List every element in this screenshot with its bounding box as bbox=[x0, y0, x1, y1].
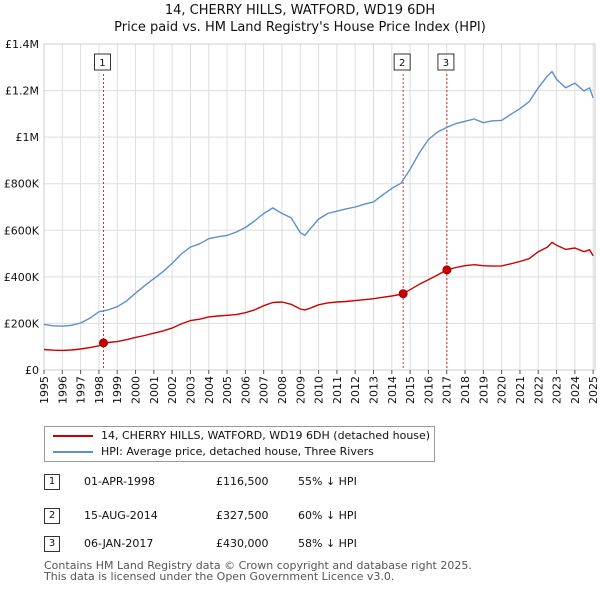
sale-marker-lines bbox=[102, 74, 448, 370]
series-line-property bbox=[43, 241, 594, 352]
x-tick-label: 1995 bbox=[38, 376, 51, 404]
grid bbox=[43, 43, 595, 371]
transaction-hpi: 55% ↓ HPI bbox=[298, 475, 357, 488]
x-tick-label: 2001 bbox=[148, 376, 161, 404]
table-row: 2 15-AUG-2014 £327,500 60% ↓ HPI bbox=[44, 508, 444, 526]
sale-marker-label-2: 2 bbox=[399, 58, 405, 69]
sale-marker-box-1 bbox=[93, 53, 111, 71]
chart-title: 14, CHERRY HILLS, WATFORD, WD19 6DH Pric… bbox=[0, 2, 600, 36]
footer-licence: This data is licensed under the Open Gov… bbox=[44, 570, 395, 583]
sale-point-2 bbox=[398, 289, 408, 299]
legend-swatch-property bbox=[53, 435, 93, 437]
sale-marker-box-3 bbox=[437, 53, 455, 71]
x-tick-label: 2008 bbox=[276, 376, 289, 404]
sale-marker-boxes: 1 2 3 bbox=[93, 53, 455, 71]
x-tick-label: 2011 bbox=[331, 376, 344, 404]
y-axis: £0 £200K £400K £600K £800K £1M £1.2M £1.4M bbox=[4, 38, 40, 377]
transaction-price: £327,500 bbox=[216, 509, 269, 522]
y-tick-label: £1.4M bbox=[5, 38, 39, 51]
transaction-number: 1 bbox=[44, 474, 60, 490]
transaction-date: 15-AUG-2014 bbox=[84, 509, 158, 522]
legend-label-hpi: HPI: Average price, detached house, Thre… bbox=[101, 445, 374, 458]
plot-frame bbox=[43, 43, 596, 371]
x-tick-label: 1998 bbox=[93, 376, 106, 404]
chart-title-line1: 14, CHERRY HILLS, WATFORD, WD19 6DH bbox=[164, 3, 436, 18]
y-tick-label: £1M bbox=[16, 131, 40, 144]
x-tick-label: 2021 bbox=[514, 376, 527, 404]
legend-item-hpi: HPI: Average price, detached house, Thre… bbox=[53, 444, 374, 460]
x-tick-label: 2018 bbox=[459, 376, 472, 404]
x-tick-label: 2003 bbox=[184, 376, 197, 404]
x-tick-label: 2019 bbox=[477, 376, 490, 404]
transaction-hpi: 60% ↓ HPI bbox=[298, 509, 357, 522]
x-tick-label: 2000 bbox=[130, 376, 143, 404]
table-row: 3 06-JAN-2017 £430,000 58% ↓ HPI bbox=[44, 536, 444, 554]
x-tick-label: 2009 bbox=[294, 376, 307, 404]
x-tick-label: 2016 bbox=[422, 376, 435, 404]
x-tick-label: 2007 bbox=[258, 376, 271, 404]
x-tick-label: 2025 bbox=[587, 376, 600, 404]
sale-marker-box-2 bbox=[393, 53, 411, 71]
transaction-price: £116,500 bbox=[216, 475, 269, 488]
transaction-hpi: 58% ↓ HPI bbox=[298, 537, 357, 550]
x-tick-label: 2004 bbox=[203, 376, 216, 404]
legend-label-property: 14, CHERRY HILLS, WATFORD, WD19 6DH (det… bbox=[101, 429, 431, 442]
transaction-date: 06-JAN-2017 bbox=[84, 537, 154, 550]
x-tick-label: 2017 bbox=[441, 376, 454, 404]
x-tick-label: 2010 bbox=[313, 376, 326, 404]
x-tick-label: 2005 bbox=[221, 376, 234, 404]
y-tick-label: £200K bbox=[4, 317, 40, 330]
x-tick-label: 2024 bbox=[569, 376, 582, 404]
legend-item-property: 14, CHERRY HILLS, WATFORD, WD19 6DH (det… bbox=[53, 428, 430, 444]
y-tick-label: £800K bbox=[4, 178, 40, 191]
x-axis: 1995 1996 1997 1998 1999 2000 2001 2002 2003 2004… bbox=[38, 370, 600, 404]
x-tick-label: 2022 bbox=[532, 376, 545, 404]
x-tick-label: 1997 bbox=[75, 376, 88, 404]
sale-point-3 bbox=[442, 265, 452, 275]
sale-marker-label-3: 3 bbox=[443, 58, 449, 69]
x-tick-label: 2012 bbox=[349, 376, 362, 404]
table-row: 1 01-APR-1998 £116,500 55% ↓ HPI bbox=[44, 474, 444, 492]
legend-swatch-hpi bbox=[53, 451, 93, 453]
transaction-number: 3 bbox=[44, 536, 60, 552]
x-tick-label: 2020 bbox=[496, 376, 509, 404]
y-tick-label: £0 bbox=[25, 364, 39, 377]
x-tick-label: 2023 bbox=[551, 376, 564, 404]
x-tick-label: 2002 bbox=[166, 376, 179, 404]
transaction-number: 2 bbox=[44, 508, 60, 524]
x-tick-label: 2013 bbox=[368, 376, 381, 404]
sale-points bbox=[98, 265, 452, 348]
chart-title-line2: Price paid vs. HM Land Registry's House … bbox=[114, 20, 486, 35]
footer-copyright: Contains HM Land Registry data © Crown c… bbox=[44, 559, 472, 572]
footer: Contains HM Land Registry data © Crown c… bbox=[44, 560, 472, 582]
sale-marker-label-1: 1 bbox=[99, 58, 105, 69]
x-tick-label: 2006 bbox=[239, 376, 252, 404]
y-tick-label: £400K bbox=[4, 271, 40, 284]
series-line-hpi bbox=[43, 70, 594, 327]
y-tick-label: £600K bbox=[4, 224, 40, 237]
transaction-price: £430,000 bbox=[216, 537, 269, 550]
x-tick-label: 2015 bbox=[404, 376, 417, 404]
legend: 14, CHERRY HILLS, WATFORD, WD19 6DH (det… bbox=[44, 426, 435, 462]
series-layer bbox=[43, 70, 594, 352]
transaction-date: 01-APR-1998 bbox=[84, 475, 156, 488]
x-tick-label: 1996 bbox=[56, 376, 69, 404]
x-tick-label: 2014 bbox=[386, 376, 399, 404]
x-tick-label: 1999 bbox=[111, 376, 124, 404]
y-tick-label: £1.2M bbox=[5, 85, 39, 98]
sale-point-1 bbox=[98, 338, 108, 348]
